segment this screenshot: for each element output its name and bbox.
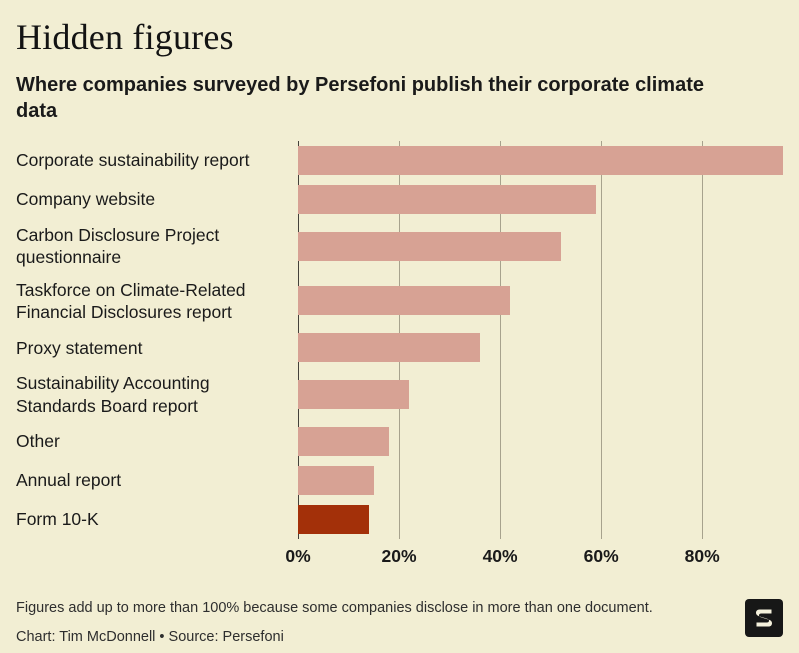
gridline [500, 140, 502, 540]
bar-track [298, 427, 783, 457]
bar-rows: Corporate sustainability report Company w… [16, 141, 783, 539]
category-label: Annual report [16, 470, 122, 491]
bar [298, 466, 374, 496]
bar [298, 184, 597, 214]
bar-track [298, 286, 783, 316]
bar [298, 145, 783, 175]
gridline [702, 140, 704, 540]
category-label: Sustainability Accounting Standards Boar… [16, 373, 210, 416]
bar [298, 380, 410, 410]
bar-row: Annual report [16, 461, 783, 500]
x-tick-label: 80% [684, 546, 720, 567]
chart-subtitle: Where companies surveyed by Persefoni pu… [16, 74, 704, 123]
x-axis: 0% 20% 40% 60% 80% [285, 546, 783, 570]
category-label: Other [16, 431, 60, 452]
bar-row: Proxy statement [16, 328, 783, 367]
bar-row: Sustainability Accounting Standards Boar… [16, 367, 783, 422]
bar [298, 231, 561, 261]
bar-row: Form 10-K [16, 500, 783, 539]
x-tick-label: 40% [482, 546, 518, 567]
bar [298, 333, 480, 363]
page-title: Hidden figures [16, 17, 234, 57]
bar-track [298, 333, 783, 363]
bar-track [298, 145, 783, 175]
bar [298, 505, 369, 535]
bar-chart: Corporate sustainability report Company w… [16, 140, 783, 540]
bar-row: Taskforce on Climate-Related Financial D… [16, 274, 783, 329]
bar-track [298, 231, 783, 261]
gridline [601, 140, 603, 540]
category-label: Carbon Disclosure Project questionnaire [16, 224, 220, 268]
category-label: Proxy statement [16, 337, 143, 358]
bar-row: Company website [16, 180, 783, 219]
x-tick-label: 0% [285, 546, 311, 567]
bar-track [298, 505, 783, 535]
bar [298, 427, 389, 457]
x-tick-label: 20% [381, 546, 417, 567]
bar-track [298, 184, 783, 214]
semafor-logo-icon [745, 599, 783, 637]
bar-track [298, 466, 783, 496]
bar [298, 286, 511, 316]
bar-row: Other [16, 422, 783, 461]
bar-row: Corporate sustainability report [16, 141, 783, 180]
footnote: Figures add up to more than 100% because… [16, 600, 653, 617]
bar-track [298, 380, 783, 410]
bar-row: Carbon Disclosure Project questionnaire [16, 219, 783, 274]
category-label: Corporate sustainability report [16, 150, 250, 171]
x-tick-label: 60% [583, 546, 619, 567]
category-label: Form 10-K [16, 509, 99, 530]
credit-line: Chart: Tim McDonnell • Source: Persefoni [16, 629, 284, 646]
category-label: Company website [16, 189, 156, 210]
category-label: Taskforce on Climate-Related Financial D… [16, 279, 246, 322]
